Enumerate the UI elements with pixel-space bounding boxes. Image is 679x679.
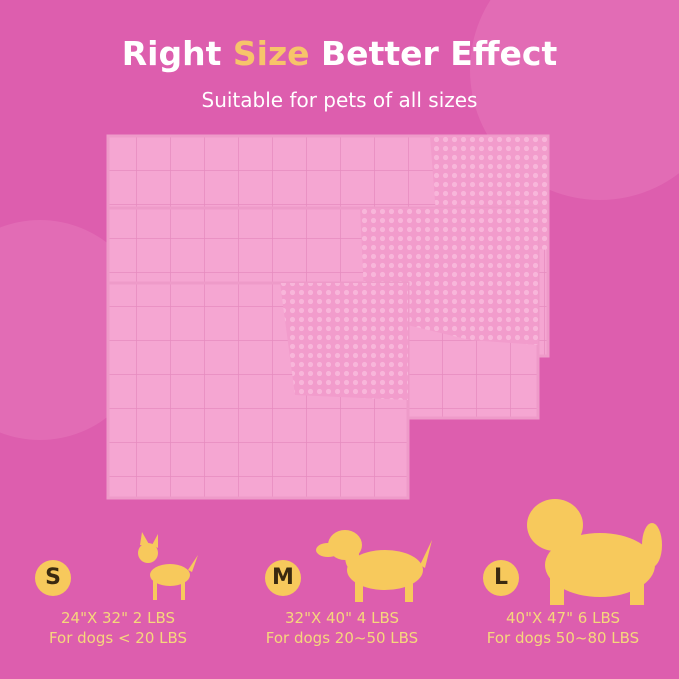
fit: For dogs 20~50 LBS (265, 629, 419, 647)
title: Right Size Better Effect (0, 34, 679, 73)
dimensions: 40"X 47" 6 LBS (505, 609, 620, 627)
fit: For dogs < 20 LBS (48, 629, 188, 647)
title-highlight: Size (232, 34, 310, 73)
size-info: 24"X 32" 2 LBS For dogs < 20 LBS (8, 608, 228, 648)
dog-small (138, 532, 198, 600)
title-text: Right (121, 34, 222, 73)
dog-medium (316, 530, 432, 602)
blanket-small (106, 281, 410, 500)
size-badge: S (35, 560, 71, 596)
fit: For dogs 50~80 LBS (486, 629, 640, 647)
dimensions: 32"X 40" 4 LBS (284, 609, 399, 627)
size-badge: L (483, 560, 519, 596)
size-info: 32"X 40" 4 LBS For dogs 20~50 LBS (232, 608, 452, 648)
dimensions: 24"X 32" 2 LBS (60, 609, 175, 627)
title-text: Better Effect (321, 34, 558, 73)
dog-large (527, 499, 662, 605)
subtitle: Suitable for pets of all sizes (201, 88, 478, 112)
size-badge: M (265, 560, 301, 596)
size-info: 40"X 47" 6 LBS For dogs 50~80 LBS (453, 608, 673, 648)
